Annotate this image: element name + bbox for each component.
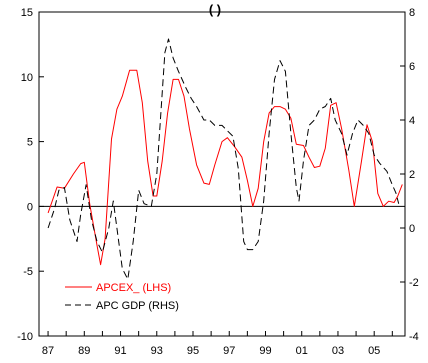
right-tick-label: 8 — [409, 7, 415, 19]
plot-frame — [38, 11, 406, 337]
right-tick-label: 0 — [409, 223, 415, 235]
right-axis: -4 -2 0 2 4 6 8 — [400, 7, 419, 343]
x-tick-label: 97 — [223, 345, 235, 357]
left-tick-label: -5 — [23, 266, 33, 278]
right-tick-label: 2 — [409, 169, 415, 181]
x-tick-label: 91 — [114, 345, 126, 357]
right-tick-label: -2 — [409, 277, 419, 289]
x-tick-label: 99 — [259, 345, 271, 357]
legend: APCEX_ (LHS) APC GDP (RHS) — [65, 282, 179, 312]
legend-label-apc-gdp: APC GDP (RHS) — [96, 300, 179, 312]
series-lines — [47, 38, 403, 280]
x-tick-label: 89 — [78, 345, 90, 357]
right-tick-label: 6 — [409, 61, 415, 73]
x-tick-label: 87 — [42, 345, 54, 357]
right-tick-label: -4 — [409, 331, 419, 343]
left-tick-label: 5 — [27, 137, 33, 149]
x-axis: 87 89 91 93 95 97 99 01 03 05 — [42, 331, 393, 357]
legend-label-apcex: APCEX_ (LHS) — [96, 282, 171, 294]
x-tick-label: 93 — [151, 345, 163, 357]
chart-title: ( ) — [209, 2, 221, 17]
left-tick-label: -10 — [17, 331, 33, 343]
right-tick-label: 4 — [409, 115, 415, 127]
left-axis: -10 -5 0 5 10 15 — [17, 7, 44, 343]
x-tick-label: 05 — [368, 345, 380, 357]
x-tick-label: 95 — [187, 345, 199, 357]
x-tick-label: 01 — [296, 345, 308, 357]
series-line-apc-gdp — [47, 38, 400, 280]
x-tick-label: 03 — [332, 345, 344, 357]
left-tick-label: 15 — [21, 7, 33, 19]
series-line-apcex — [47, 69, 403, 266]
left-tick-label: 0 — [27, 201, 33, 213]
left-tick-label: 10 — [21, 72, 33, 84]
